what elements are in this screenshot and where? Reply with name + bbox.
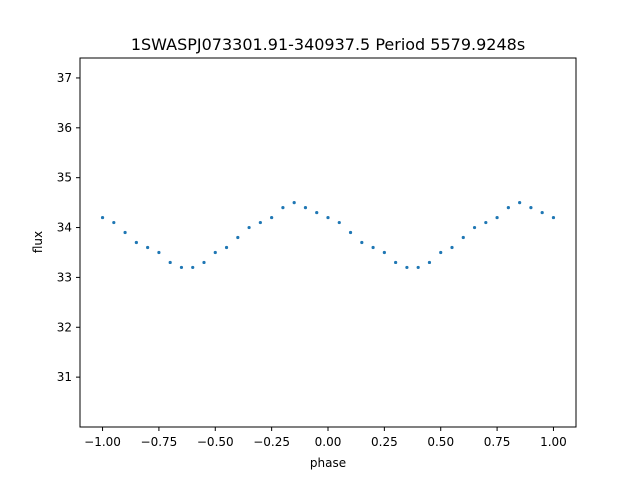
scatter-point (213, 250, 217, 255)
scatter-point (439, 250, 443, 255)
x-tick-label: −0.25 (253, 435, 290, 449)
chart-title: 1SWASPJ073301.91-340937.5 Period 5579.92… (131, 35, 525, 54)
scatter-point (371, 245, 375, 250)
x-tick-label: −0.75 (141, 435, 178, 449)
scatter-point (337, 220, 341, 225)
scatter-point (292, 201, 296, 205)
scatter-point (224, 245, 229, 250)
x-axis-ticks: −1.00 −0.75 −0.50 −0.25 0.00 0.25 0.50 0.75 1.00 (84, 427, 567, 449)
scatter-point (123, 230, 127, 235)
scatter-point (100, 215, 105, 220)
scatter-point (146, 245, 150, 250)
x-tick-label: −0.50 (197, 435, 234, 449)
y-tick-label: 36 (57, 121, 72, 135)
scatter-point (236, 235, 240, 240)
x-tick-label: 0.25 (371, 435, 398, 449)
scatter-point (303, 205, 308, 210)
y-tick-label: 33 (57, 270, 72, 284)
y-tick-label: 35 (57, 171, 72, 185)
y-axis-label: flux (31, 231, 45, 253)
scatter-point (258, 220, 262, 225)
x-tick-label: 1.00 (540, 435, 567, 449)
scatter-point (405, 265, 409, 270)
x-axis-label: phase (310, 456, 346, 470)
data-points (100, 201, 556, 270)
scatter-point (247, 225, 251, 230)
scatter-point (382, 250, 386, 255)
scatter-point (416, 265, 420, 270)
y-tick-label: 32 (57, 320, 72, 334)
scatter-point (179, 265, 184, 270)
y-tick-label: 37 (57, 71, 72, 85)
scatter-point (157, 250, 161, 255)
x-tick-label: 0.75 (484, 435, 511, 449)
scatter-point (202, 260, 206, 265)
scatter-point (518, 201, 522, 205)
scatter-point (472, 225, 477, 230)
scatter-point (315, 210, 319, 215)
scatter-point (360, 240, 364, 245)
y-tick-label: 34 (57, 221, 72, 235)
scatter-point (427, 260, 432, 265)
scatter-point (506, 205, 510, 210)
x-tick-label: 0.00 (315, 435, 342, 449)
scatter-point (270, 215, 274, 220)
scatter-point (540, 210, 544, 215)
scatter-point (168, 260, 172, 265)
scatter-point (450, 245, 454, 250)
y-tick-label: 31 (57, 370, 72, 384)
scatter-point (529, 205, 533, 210)
x-tick-label: 0.50 (427, 435, 454, 449)
plot-frame (79, 57, 577, 428)
scatter-point (134, 240, 138, 245)
scatter-point (326, 215, 330, 220)
scatter-point (484, 220, 488, 225)
scatter-point (112, 220, 116, 225)
scatter-point (461, 235, 465, 240)
scatter-point (281, 205, 285, 210)
x-tick-label: −1.00 (84, 435, 121, 449)
y-axis-ticks: 31 32 33 34 35 36 37 (57, 71, 80, 384)
scatter-point (191, 265, 195, 270)
scatter-point (348, 230, 353, 235)
scatter-point (495, 215, 499, 220)
scatter-point (551, 215, 556, 220)
scatter-point (394, 260, 398, 265)
